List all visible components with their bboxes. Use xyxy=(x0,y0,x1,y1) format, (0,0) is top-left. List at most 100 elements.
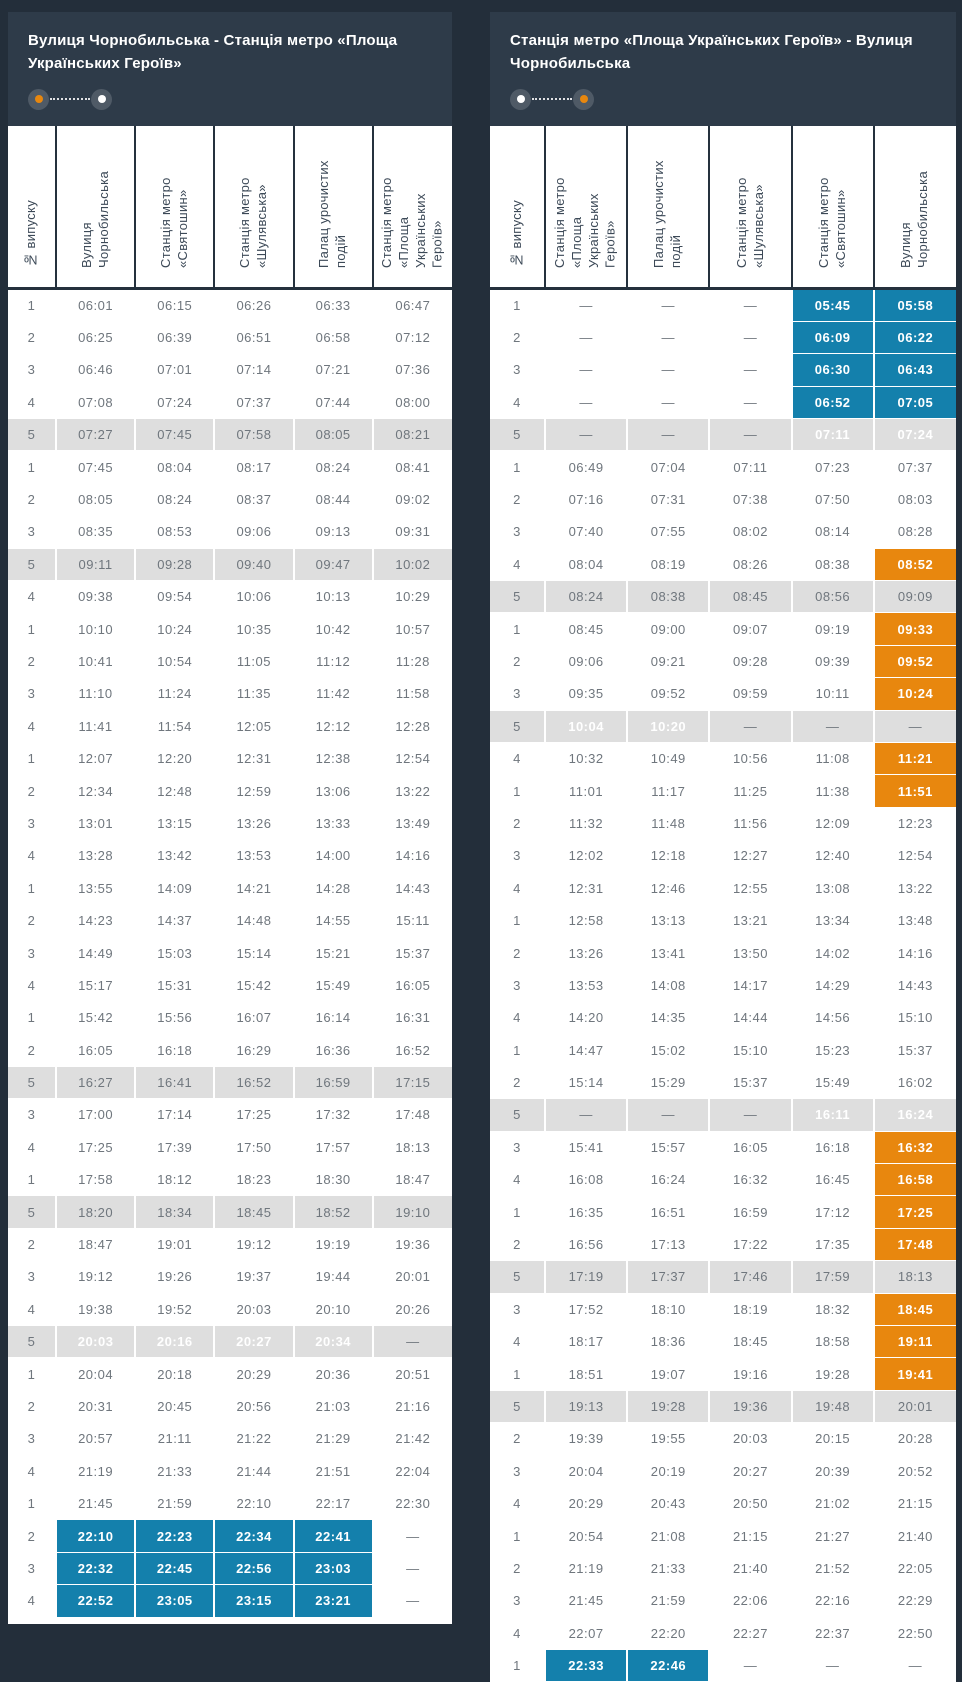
time-cell: 19:12 xyxy=(214,1228,293,1260)
trip-number-cell: 3 xyxy=(490,1131,545,1163)
time-cell: — xyxy=(709,354,791,386)
time-cell: — xyxy=(545,386,627,418)
column-header: Вулиця Чорнобильська xyxy=(874,126,956,289)
time-cell: — xyxy=(709,419,791,451)
time-cell: 08:19 xyxy=(627,548,709,580)
trip-number-cell: 4 xyxy=(8,386,56,418)
time-cell: 08:35 xyxy=(56,516,135,548)
time-cell: 20:29 xyxy=(214,1358,293,1390)
time-cell: 09:31 xyxy=(373,516,452,548)
time-cell: 21:15 xyxy=(709,1520,791,1552)
trip-number-cell: 4 xyxy=(490,548,545,580)
time-cell: 19:37 xyxy=(214,1261,293,1293)
trip-number-cell: 1 xyxy=(490,1358,545,1390)
time-cell: 09:40 xyxy=(214,548,293,580)
time-cell: 11:41 xyxy=(56,710,135,742)
time-cell: 15:42 xyxy=(214,969,293,1001)
trip-number-cell: 2 xyxy=(490,937,545,969)
time-cell: 15:10 xyxy=(874,1002,956,1034)
time-cell: 08:05 xyxy=(294,419,373,451)
time-cell: — xyxy=(709,321,791,353)
time-cell: 07:50 xyxy=(792,483,874,515)
time-cell: 17:22 xyxy=(709,1228,791,1260)
time-cell: 16:08 xyxy=(545,1164,627,1196)
time-cell: 17:12 xyxy=(792,1196,874,1228)
trip-number-cell: 2 xyxy=(8,1390,56,1422)
route-direction-toggle[interactable] xyxy=(510,89,594,110)
time-cell: 19:16 xyxy=(709,1358,791,1390)
time-cell: 14:09 xyxy=(135,872,214,904)
route-direction-toggle[interactable] xyxy=(28,89,112,110)
time-cell: 06:46 xyxy=(56,354,135,386)
time-cell: 19:28 xyxy=(792,1358,874,1390)
time-cell: 08:52 xyxy=(874,548,956,580)
route-end-dot xyxy=(98,95,106,103)
time-cell: 20:03 xyxy=(56,1326,135,1358)
time-cell: 07:45 xyxy=(135,419,214,451)
time-cell: 14:49 xyxy=(56,937,135,969)
time-cell: 20:18 xyxy=(135,1358,214,1390)
time-cell: 11:35 xyxy=(214,678,293,710)
trip-number-cell: 3 xyxy=(490,354,545,386)
time-cell: — xyxy=(373,1520,452,1552)
time-cell: 06:25 xyxy=(56,321,135,353)
trip-number-cell: 4 xyxy=(490,386,545,418)
time-cell: 19:12 xyxy=(56,1261,135,1293)
time-cell: 07:16 xyxy=(545,483,627,515)
column-header: Палац урочистих подій xyxy=(294,126,373,289)
time-cell: 10:57 xyxy=(373,613,452,645)
trip-number-cell: 5 xyxy=(8,1196,56,1228)
time-cell: 13:26 xyxy=(214,807,293,839)
time-cell: 11:24 xyxy=(135,678,214,710)
time-cell: 22:23 xyxy=(135,1520,214,1552)
time-cell: 06:58 xyxy=(294,321,373,353)
time-cell: 15:29 xyxy=(627,1066,709,1098)
time-cell: 22:46 xyxy=(627,1649,709,1681)
trip-number-cell: 1 xyxy=(8,872,56,904)
time-cell: 08:37 xyxy=(214,483,293,515)
time-cell: — xyxy=(709,710,791,742)
time-cell: 08:44 xyxy=(294,483,373,515)
time-cell: 20:27 xyxy=(709,1455,791,1487)
route-title: Вулиця Чорнобильська - Станція метро «Пл… xyxy=(28,29,432,76)
time-cell: 20:10 xyxy=(294,1293,373,1325)
time-cell: 17:32 xyxy=(294,1099,373,1131)
time-cell: 09:28 xyxy=(135,548,214,580)
time-cell: 21:27 xyxy=(792,1520,874,1552)
time-cell: 18:47 xyxy=(56,1228,135,1260)
time-cell: 09:39 xyxy=(792,645,874,677)
time-cell: 23:21 xyxy=(294,1585,373,1617)
time-cell: 19:26 xyxy=(135,1261,214,1293)
trip-number-cell: 1 xyxy=(490,613,545,645)
time-cell: 14:17 xyxy=(709,969,791,1001)
trip-number-cell: 4 xyxy=(8,969,56,1001)
time-cell: 12:02 xyxy=(545,840,627,872)
time-cell: 22:45 xyxy=(135,1552,214,1584)
time-cell: 06:26 xyxy=(214,288,293,321)
time-cell: 11:32 xyxy=(545,807,627,839)
time-cell: 07:36 xyxy=(373,354,452,386)
time-cell: 15:10 xyxy=(709,1034,791,1066)
time-cell: 16:05 xyxy=(373,969,452,1001)
time-cell: 18:45 xyxy=(874,1293,956,1325)
time-cell: — xyxy=(709,386,791,418)
time-cell: 20:51 xyxy=(373,1358,452,1390)
trip-number-cell: 1 xyxy=(490,451,545,483)
time-cell: 10:42 xyxy=(294,613,373,645)
trip-number-cell: 2 xyxy=(8,1228,56,1260)
time-cell: 16:59 xyxy=(709,1196,791,1228)
column-header: Станція метро «Святошин» xyxy=(792,126,874,289)
